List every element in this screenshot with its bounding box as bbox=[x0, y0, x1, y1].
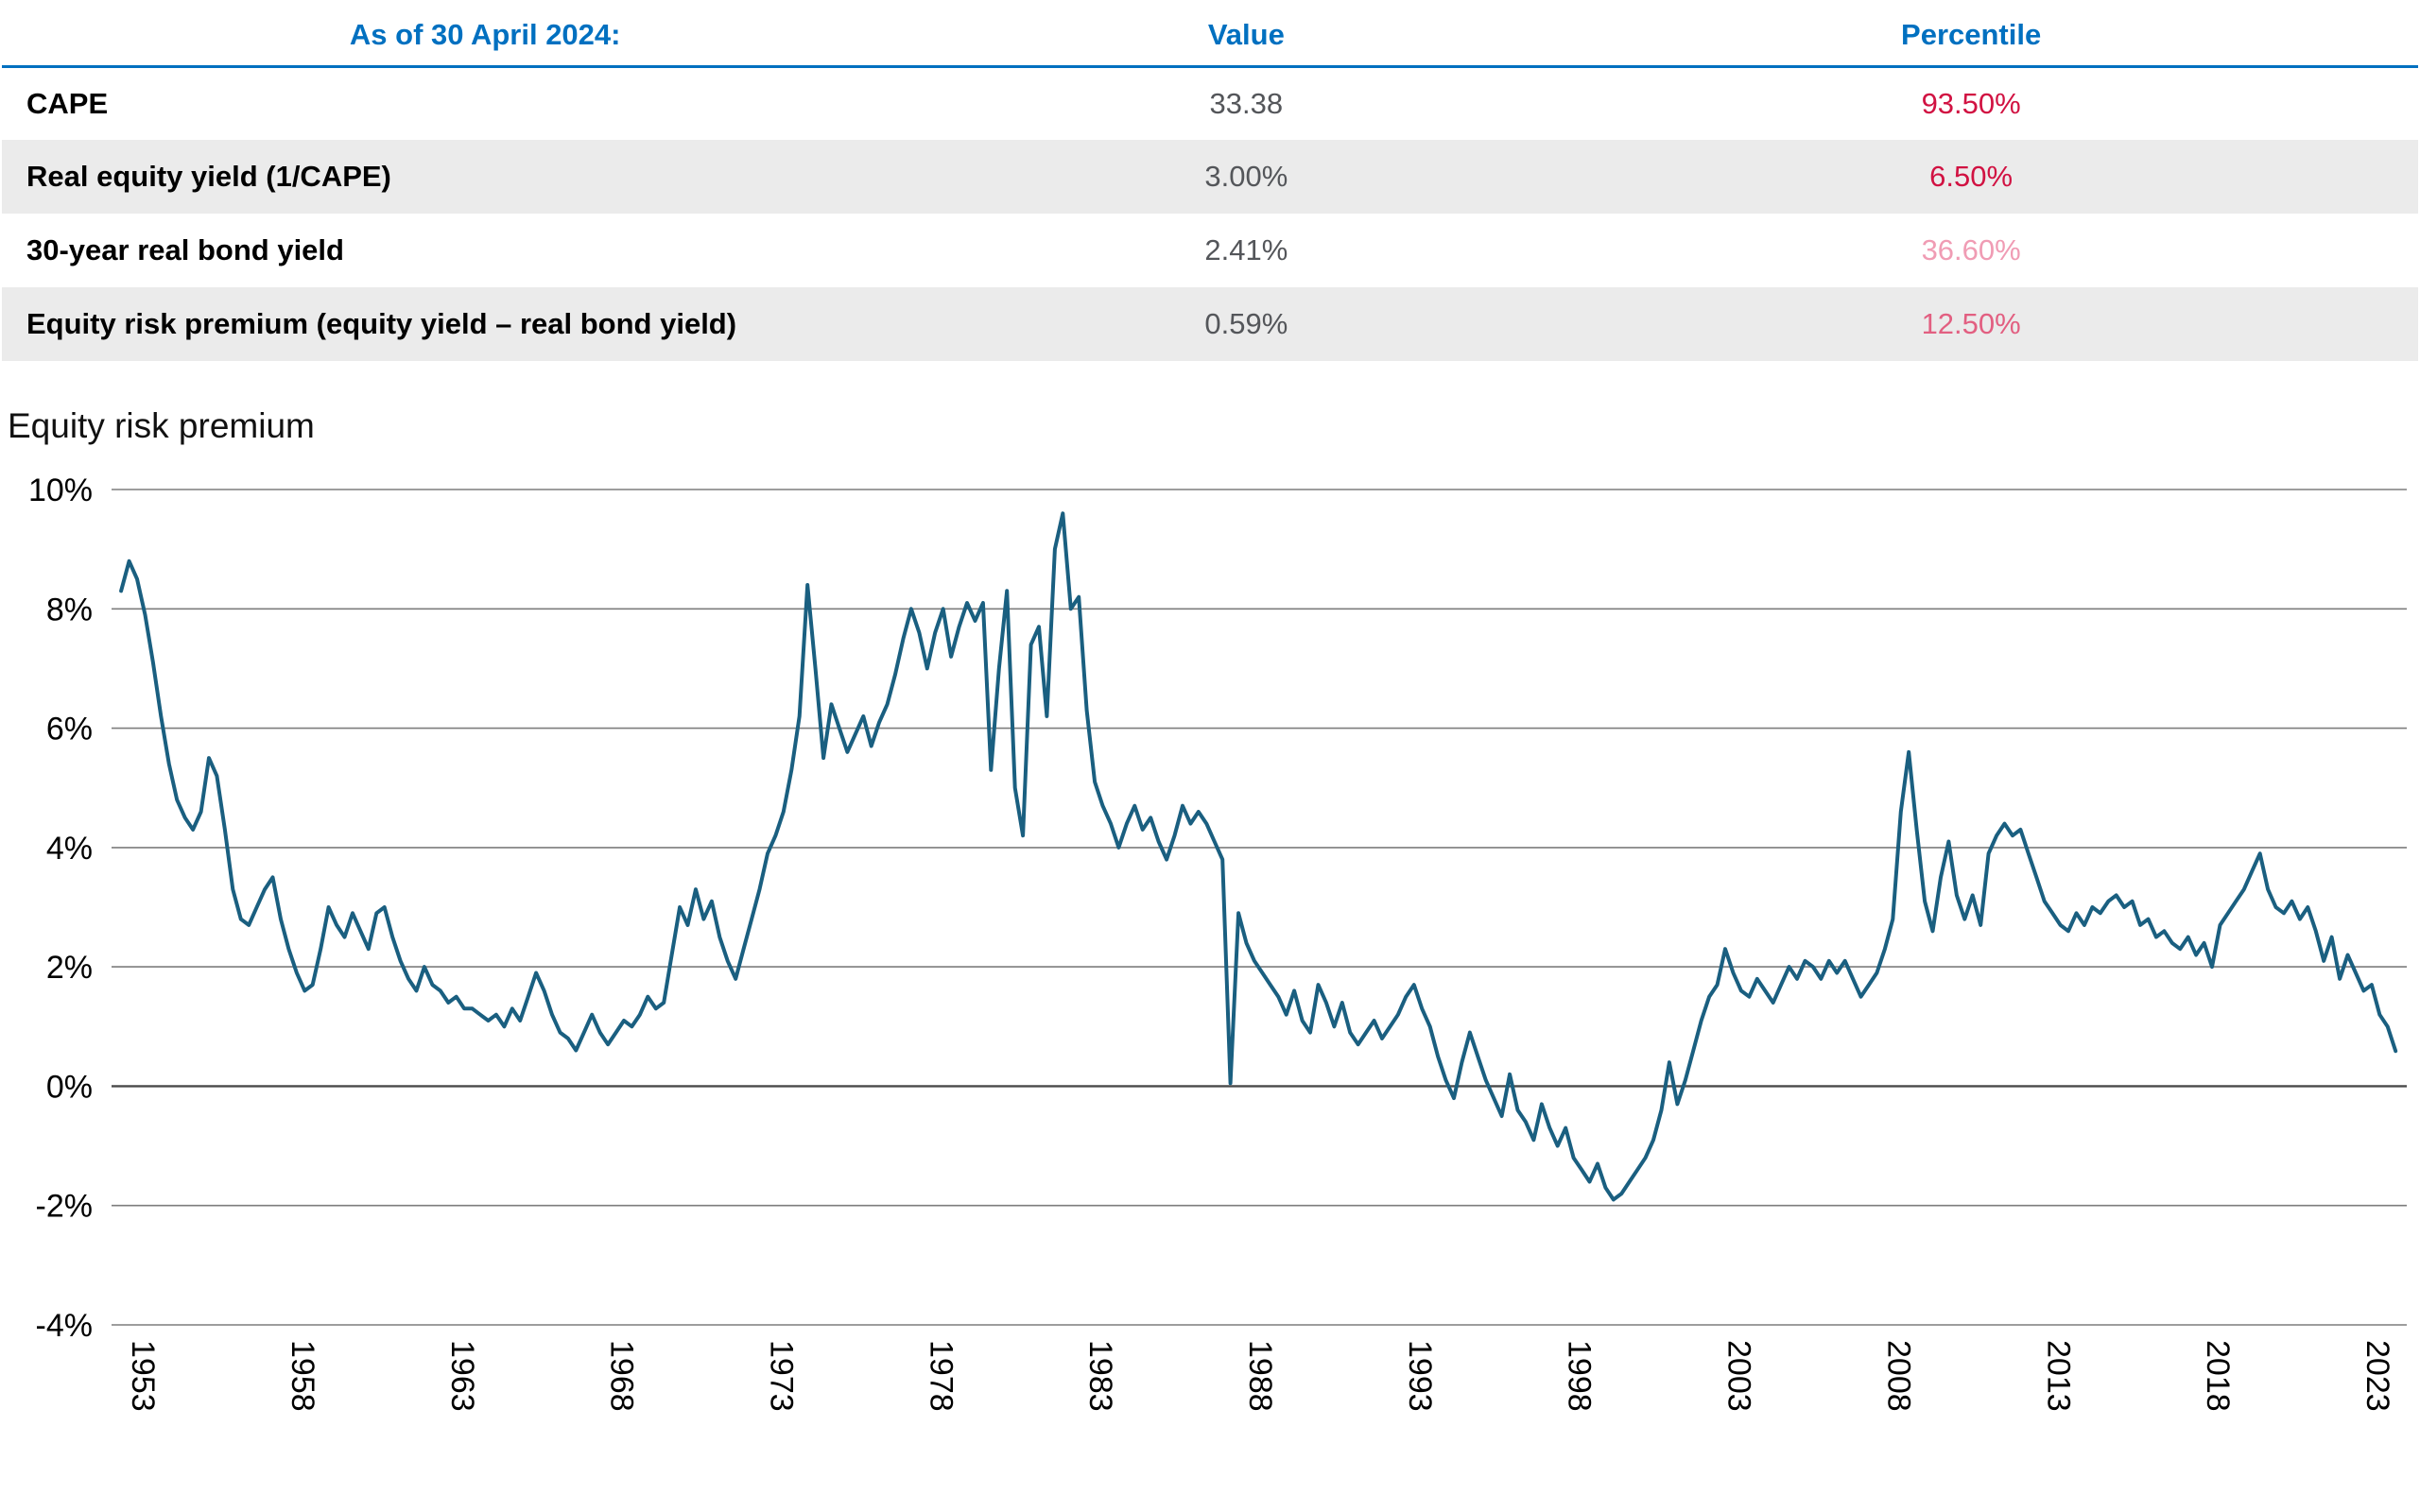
table-header-value: Value bbox=[968, 6, 1525, 68]
y-tick-label: 4% bbox=[46, 831, 93, 867]
y-tick-label: 10% bbox=[28, 472, 93, 508]
y-tick-label: 8% bbox=[46, 592, 93, 627]
x-tick-label: 2008 bbox=[1880, 1340, 1916, 1412]
metric-percentile: 93.50% bbox=[1921, 86, 2021, 120]
metric-label: CAPE bbox=[26, 86, 109, 120]
metric-label: Real equity yield (1/CAPE) bbox=[26, 160, 391, 193]
table-header-asof: As of 30 April 2024: bbox=[2, 6, 969, 68]
metric-value: 33.38 bbox=[1209, 86, 1284, 120]
x-tick-label: 2023 bbox=[2360, 1340, 2395, 1412]
metric-percentile: 6.50% bbox=[1929, 160, 2014, 193]
x-tick-label: 1983 bbox=[1082, 1340, 1118, 1412]
x-tick-label: 1968 bbox=[604, 1340, 640, 1412]
y-tick-label: -4% bbox=[36, 1308, 93, 1344]
metric-percentile: 36.60% bbox=[1921, 233, 2021, 266]
metric-value: 0.59% bbox=[1204, 307, 1288, 340]
x-tick-label: 1978 bbox=[923, 1340, 959, 1412]
table-row-equity-risk-premium: Equity risk premium (equity yield – real… bbox=[2, 287, 2418, 361]
x-tick-label: 1988 bbox=[1242, 1340, 1278, 1412]
chart-title: Equity risk premium bbox=[8, 406, 315, 445]
table-header-row: As of 30 April 2024: Value Percentile bbox=[2, 6, 2418, 68]
x-tick-label: 2003 bbox=[1721, 1340, 1757, 1412]
equity-risk-premium-chart: 10% 8% 6% 4% 2% 0% -2% -4% 1953 1958 1963 1968 1973 1… bbox=[28, 472, 2407, 1412]
y-tick-label: 0% bbox=[46, 1069, 93, 1105]
y-tick-label: 6% bbox=[46, 712, 93, 747]
y-tick-label: -2% bbox=[36, 1189, 93, 1225]
x-tick-label: 2013 bbox=[2040, 1340, 2076, 1412]
table-row-cape: CAPE 33.38 93.50% bbox=[2, 66, 2418, 140]
x-tick-label: 1958 bbox=[285, 1340, 320, 1412]
table-header-percentile: Percentile bbox=[1524, 6, 2418, 68]
x-tick-label: 1973 bbox=[764, 1340, 800, 1412]
valuation-table: As of 30 April 2024: Value Percentile CA… bbox=[2, 6, 2418, 361]
x-tick-label: 1993 bbox=[1402, 1340, 1438, 1412]
metric-label: 30-year real bond yield bbox=[26, 233, 344, 266]
metric-percentile: 12.50% bbox=[1921, 307, 2021, 340]
metric-label: Equity risk premium (equity yield – real… bbox=[26, 307, 737, 340]
table-row-real-equity-yield: Real equity yield (1/CAPE) 3.00% 6.50% bbox=[2, 140, 2418, 214]
table-row-real-bond-yield: 30-year real bond yield 2.41% 36.60% bbox=[2, 214, 2418, 287]
valuation-summary-section: As of 30 April 2024: Value Percentile CA… bbox=[0, 0, 2420, 361]
metric-value: 3.00% bbox=[1204, 160, 1288, 193]
y-tick-label: 2% bbox=[46, 950, 93, 986]
x-tick-label: 1953 bbox=[125, 1340, 161, 1412]
x-tick-label: 1998 bbox=[1562, 1340, 1598, 1412]
metric-value: 2.41% bbox=[1204, 233, 1288, 266]
erp-line-series bbox=[119, 511, 2398, 1202]
x-tick-label: 1963 bbox=[444, 1340, 480, 1412]
x-tick-label: 2018 bbox=[2200, 1340, 2236, 1412]
